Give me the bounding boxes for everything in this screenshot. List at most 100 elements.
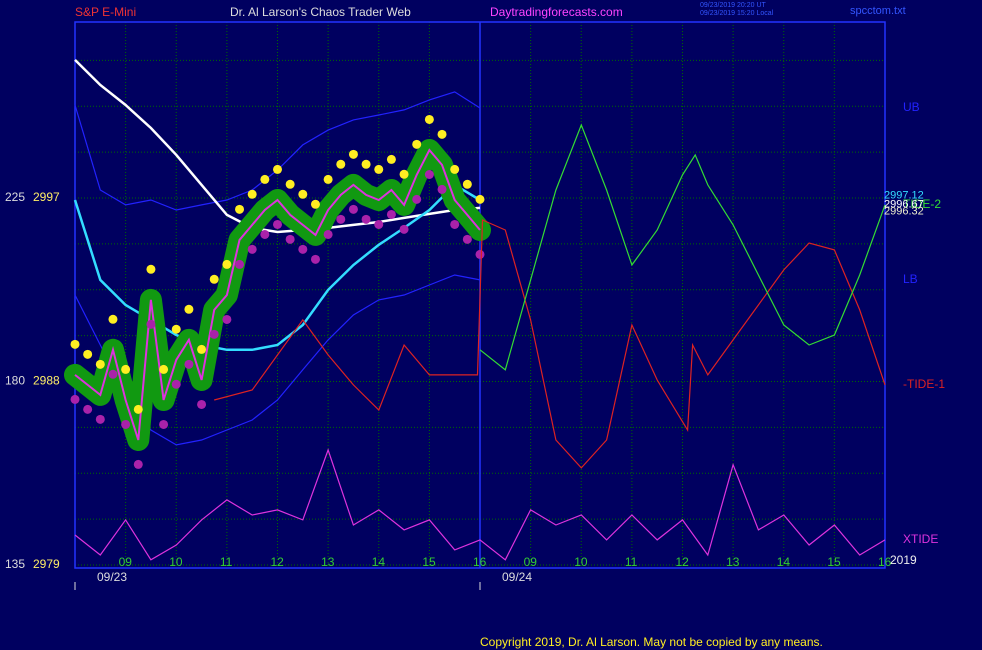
point <box>475 249 485 259</box>
series-label: -TIDE-1 <box>903 377 945 391</box>
point <box>70 394 80 404</box>
point <box>121 364 131 374</box>
point <box>95 414 105 424</box>
tide-tick-label: 225 <box>5 190 25 204</box>
point <box>209 274 219 284</box>
point <box>171 379 181 389</box>
file-name: spcctom.txt <box>850 5 906 17</box>
point <box>235 204 245 214</box>
chart-title: Dr. Al Larson's Chaos Trader Web <box>230 5 411 19</box>
point <box>197 344 207 354</box>
point <box>197 399 207 409</box>
point <box>323 174 333 184</box>
point <box>450 219 460 229</box>
x-tick-label: 15 <box>422 555 436 569</box>
point <box>273 219 282 229</box>
point <box>348 204 358 214</box>
point <box>437 184 447 194</box>
point <box>424 114 434 124</box>
series-label: LB <box>903 272 918 286</box>
point <box>310 199 320 209</box>
point <box>222 259 232 269</box>
site: Daytradingforecasts.com <box>490 5 623 19</box>
timestamp: 09/23/2019 20:20 UT <box>700 2 766 9</box>
point <box>133 459 143 469</box>
series-label: TIDE-2 <box>903 197 941 211</box>
point <box>171 324 181 334</box>
point <box>412 194 422 204</box>
point <box>83 404 93 414</box>
point <box>437 129 447 139</box>
point <box>146 319 156 329</box>
point <box>260 229 270 239</box>
x-tick-label: 12 <box>271 555 285 569</box>
series-label: XTIDE <box>903 532 938 546</box>
point <box>133 404 143 414</box>
price-label: 2997.12 <box>884 189 924 201</box>
x-tick-label: 14 <box>372 555 386 569</box>
point <box>159 364 169 374</box>
point <box>348 149 358 159</box>
point <box>361 159 371 169</box>
point <box>298 189 308 199</box>
point <box>121 419 131 429</box>
price-label: 2996.67 <box>884 199 924 211</box>
date-label: 09/23 <box>97 570 127 584</box>
line <box>74 59 481 234</box>
point <box>70 339 80 349</box>
point <box>146 264 156 274</box>
point <box>424 170 434 180</box>
point <box>95 359 105 369</box>
point <box>462 179 472 189</box>
point <box>374 164 384 174</box>
point <box>399 169 409 179</box>
symbol: S&P E-Mini <box>75 5 136 19</box>
point <box>374 219 384 229</box>
x-tick-label: 10 <box>169 555 183 569</box>
point <box>310 254 320 264</box>
point <box>399 224 409 234</box>
series-label: UB <box>903 100 920 114</box>
y-tick-label: 2988 <box>33 374 60 388</box>
point <box>108 369 118 379</box>
copyright: Copyright 2019, Dr. Al Larson. May not b… <box>480 635 823 649</box>
price-label: 2996.32 <box>884 206 924 218</box>
point <box>298 244 308 254</box>
tide-tick-label: 135 <box>5 557 25 571</box>
point <box>412 139 422 149</box>
line <box>74 148 481 441</box>
x-tick-label: 16 <box>473 555 487 569</box>
tide-tick-label: 180 <box>5 374 25 388</box>
point <box>159 419 169 429</box>
line <box>479 123 886 371</box>
point <box>323 229 333 239</box>
x-tick-label: 09 <box>119 555 133 569</box>
point <box>247 189 257 199</box>
x-tick-label: 10 <box>574 555 588 569</box>
y-tick-label: 2979 <box>33 557 60 571</box>
x-tick-label: 09 <box>524 555 538 569</box>
point <box>386 209 396 219</box>
x-tick-label: 12 <box>676 555 690 569</box>
point <box>386 154 396 164</box>
point <box>247 244 257 254</box>
point <box>260 174 270 184</box>
year: 2019 <box>890 553 917 567</box>
point <box>273 164 282 174</box>
timestamp: 09/23/2019 15:20 Local <box>700 10 774 17</box>
y-tick-label: 2997 <box>33 190 60 204</box>
point <box>83 349 93 359</box>
point <box>184 304 194 314</box>
point <box>285 179 295 189</box>
point <box>450 164 460 174</box>
x-tick-label: 13 <box>321 555 335 569</box>
point <box>108 314 118 324</box>
x-tick-label: 11 <box>220 555 233 569</box>
point <box>361 214 371 224</box>
x-tick-label: 14 <box>777 555 791 569</box>
point <box>235 259 245 269</box>
point <box>462 234 472 244</box>
x-tick-label: 11 <box>625 555 638 569</box>
point <box>285 234 295 244</box>
